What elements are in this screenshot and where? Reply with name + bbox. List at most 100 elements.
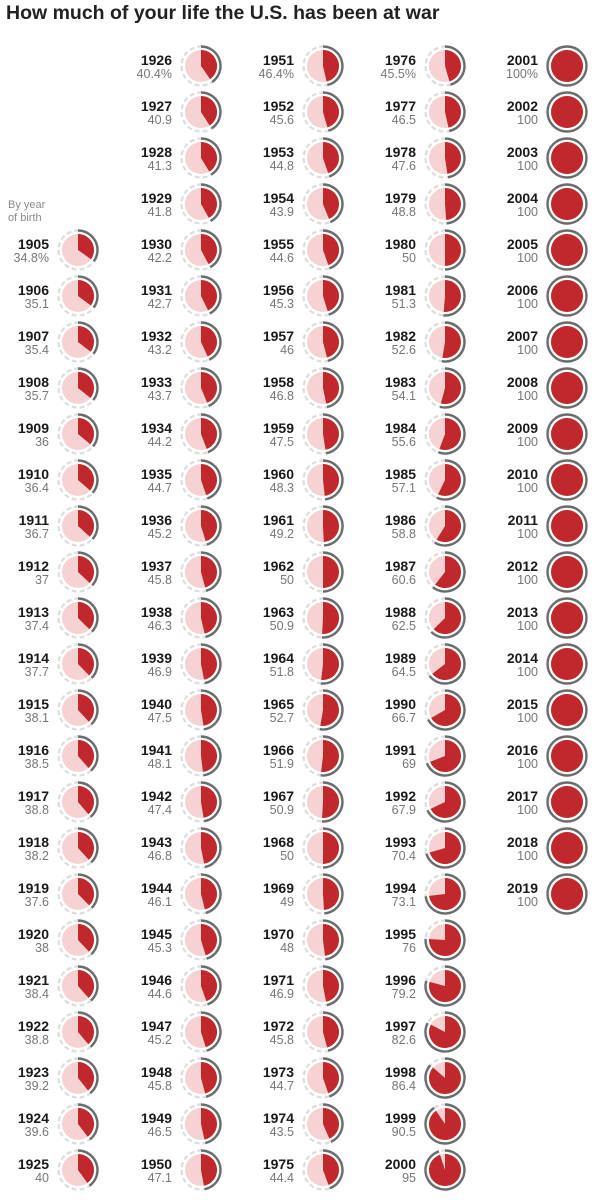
war-slice: [445, 234, 461, 266]
year-label: 1999: [385, 1110, 416, 1126]
year-label: 2013: [507, 604, 538, 620]
war-ring-arc: [322, 459, 344, 501]
data-label: 100: [517, 297, 538, 311]
year-label: 1911: [19, 512, 50, 528]
war-slice: [201, 1062, 218, 1094]
year-label: 1984: [385, 420, 416, 436]
war-ring-arc: [322, 1149, 344, 1190]
data-label: 90.5: [392, 1125, 416, 1139]
data-label: 44.2: [148, 435, 172, 449]
war-ring-arc: [200, 275, 222, 315]
year-label: 1907: [18, 328, 49, 344]
war-slice: [551, 510, 583, 542]
war-ring-arc: [425, 827, 466, 869]
war-ring-arc: [319, 689, 344, 731]
war-ring-arc: [424, 965, 466, 1007]
war-slice: [78, 372, 94, 398]
data-label: 43.9: [270, 205, 294, 219]
year-label: 1962: [263, 558, 294, 574]
data-label: 46.5: [392, 113, 416, 127]
war-ring-arc: [546, 229, 588, 271]
war-ring-arc: [77, 873, 99, 909]
data-label: 38.5: [25, 757, 49, 771]
year-label: 2000: [385, 1156, 416, 1172]
war-slice: [323, 280, 340, 312]
year-label: 2011: [508, 512, 539, 528]
war-ring-arc: [427, 689, 466, 731]
war-slice: [551, 786, 583, 818]
data-label: 50.9: [270, 803, 294, 817]
year-label: 1998: [385, 1064, 416, 1080]
year-label: 1953: [263, 144, 294, 160]
data-label: 66.7: [392, 711, 416, 725]
year-label: 1941: [141, 742, 172, 758]
war-ring-arc: [200, 91, 222, 130]
year-label: 2004: [507, 190, 538, 206]
year-label: 1989: [385, 650, 416, 666]
war-ring-arc: [424, 873, 466, 915]
data-label: 100: [517, 757, 538, 771]
war-ring-arc: [322, 275, 344, 316]
data-label: 49.2: [270, 527, 294, 541]
year-label: 2014: [507, 650, 538, 666]
war-ring-arc: [200, 1149, 222, 1191]
data-label: 95: [402, 1171, 416, 1185]
war-slice: [551, 96, 583, 128]
war-slice: [431, 694, 462, 726]
data-label: 35.1: [25, 297, 49, 311]
data-label: 100: [517, 665, 538, 679]
war-slice: [78, 234, 94, 260]
year-label: 2009: [507, 420, 538, 436]
year-label: 1982: [385, 328, 416, 344]
data-label: 47.1: [148, 1171, 172, 1185]
data-label: 38.2: [25, 849, 49, 863]
war-ring-arc: [322, 873, 344, 915]
data-label: 47.5: [148, 711, 172, 725]
year-label: 2007: [507, 328, 538, 344]
data-label: 76: [402, 941, 416, 955]
data-label: 47.4: [148, 803, 172, 817]
year-label: 1981: [385, 282, 416, 298]
war-slice: [321, 740, 339, 772]
year-label: 1997: [385, 1018, 416, 1034]
war-slice: [323, 877, 340, 910]
war-ring-arc: [322, 965, 344, 1007]
year-label: 1931: [141, 282, 172, 298]
year-label: 1986: [385, 512, 416, 528]
war-slice: [78, 1108, 94, 1137]
data-label: 38.8: [25, 1033, 49, 1047]
data-label: 35.7: [25, 389, 49, 403]
war-slice: [551, 740, 583, 772]
data-label: 38.1: [25, 711, 49, 725]
war-slice: [551, 418, 583, 450]
war-slice: [551, 280, 583, 312]
data-label: 45.6: [270, 113, 294, 127]
war-ring-arc: [322, 229, 344, 270]
year-label: 2010: [507, 466, 538, 482]
data-label: 50: [280, 573, 294, 587]
